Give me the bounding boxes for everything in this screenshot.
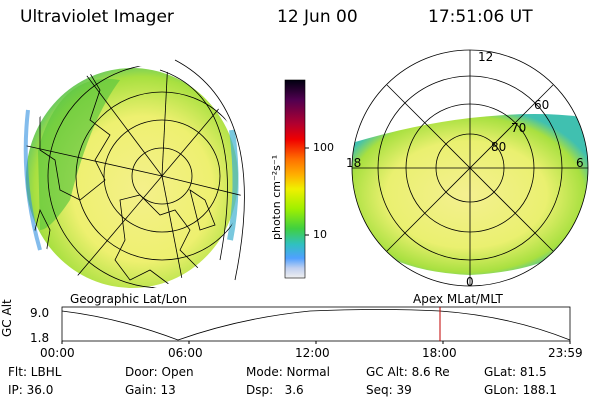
geo-lon-line xyxy=(161,175,191,290)
ip-status: IP: 36.0 xyxy=(8,383,54,397)
filter-status: Flt: LBHL xyxy=(8,365,62,379)
door-status: Door: Open xyxy=(125,365,194,379)
geo-lat-circle xyxy=(103,119,221,233)
mag-auroral-image xyxy=(352,114,588,275)
mlt-12-label: 12 xyxy=(478,50,494,64)
altitude-plot-frame xyxy=(61,306,571,342)
mag-diagonal xyxy=(386,84,554,252)
mlt-0-label: 0 xyxy=(466,275,474,289)
geo-lon-line xyxy=(161,66,171,177)
geo-lon-line xyxy=(59,66,163,177)
geo-lon-line xyxy=(161,66,242,177)
date-label: 12 Jun 00 xyxy=(277,7,358,27)
mode-status: Mode: Normal xyxy=(246,365,330,379)
mlat-70-label: 70 xyxy=(511,121,527,135)
geo-coastline xyxy=(189,189,216,231)
x-tick-1200: 12:00 xyxy=(295,346,330,360)
mag-caption: Apex MLat/MLT xyxy=(413,292,503,306)
geo-lon-line xyxy=(22,139,163,177)
seq-status: Seq: 39 xyxy=(366,383,412,397)
mlt-6-label: 6 xyxy=(576,156,584,170)
altitude-ytick-9: 9.0 xyxy=(30,306,50,320)
geo-limb-arc xyxy=(174,59,245,281)
dsp-status: Dsp: 3.6 xyxy=(246,383,304,397)
altitude-ylabel: GC Alt xyxy=(0,299,14,337)
x-tick-0000: 00:00 xyxy=(40,346,75,360)
geo-limb-right xyxy=(227,129,239,241)
geo-limb-blue xyxy=(23,109,42,251)
geo-limb-arc xyxy=(159,69,228,261)
gc-alt-status: GC Alt: 8.6 Re xyxy=(366,365,450,379)
colorbar xyxy=(284,79,309,279)
glon-status: GLon: 188.1 xyxy=(484,383,557,397)
x-tick-1800: 18:00 xyxy=(422,346,457,360)
geo-lat-circle xyxy=(131,147,193,205)
time-label: 17:51:06 UT xyxy=(428,7,533,27)
colorbar-tick-100: 100 xyxy=(313,141,334,154)
geo-caption: Geographic Lat/Lon xyxy=(70,292,188,306)
x-tick-2359: 23:59 xyxy=(548,346,583,360)
instrument-title: Ultraviolet Imager xyxy=(20,7,174,27)
x-tick-0600: 06:00 xyxy=(168,346,203,360)
geo-lon-line xyxy=(39,175,163,290)
geo-lat-circle xyxy=(75,91,242,261)
mlat-60-label: 60 xyxy=(534,98,550,112)
altitude-curve xyxy=(61,309,571,341)
gain-status: Gain: 13 xyxy=(125,383,176,397)
colorbar-tick-10: 10 xyxy=(313,228,327,241)
geo-lon-line xyxy=(161,175,242,201)
glat-status: GLat: 81.5 xyxy=(484,365,547,379)
altitude-ytick-1-8: 1.8 xyxy=(30,331,50,345)
mlat-80-label: 80 xyxy=(491,140,507,154)
mlt-18-label: 18 xyxy=(346,156,362,170)
colorbar-fill xyxy=(284,79,306,279)
